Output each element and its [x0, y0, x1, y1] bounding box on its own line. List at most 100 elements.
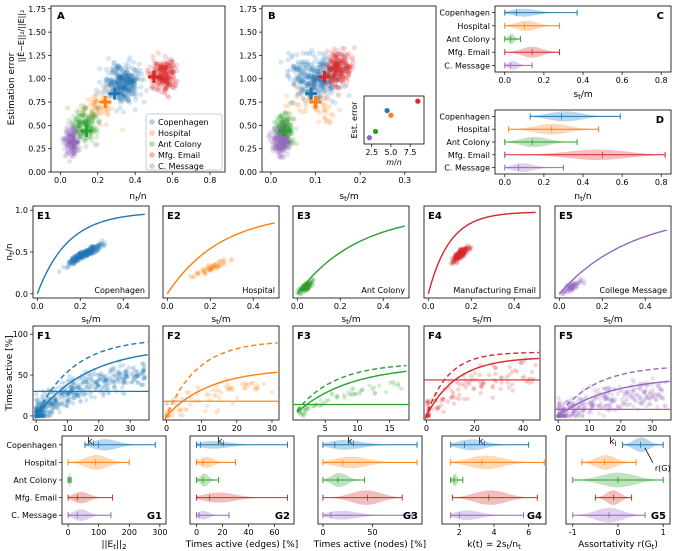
panel-f5-point — [655, 404, 660, 410]
panel-f2-point — [209, 388, 215, 393]
panel-a-point — [99, 95, 105, 101]
panel-a-point — [75, 123, 81, 129]
panel-a-point — [77, 123, 83, 129]
panel-a-point — [80, 138, 87, 144]
panel-b-point — [274, 118, 281, 124]
panel-a-point — [128, 80, 134, 86]
panel-f1-point — [34, 391, 39, 397]
panel-a-point — [129, 78, 135, 85]
panel-a-point — [162, 53, 168, 59]
panel-f2-xtick-label: 0 — [164, 424, 169, 433]
panel-g4: 2 4 6 G4 k(t) = 2st/nt — [441, 435, 547, 551]
panel-a-point — [67, 158, 73, 164]
panel-a-point — [117, 75, 123, 81]
panel-d-row-label: Ant Colony — [446, 138, 490, 147]
panel-a-point — [125, 97, 131, 103]
panel-a-point — [113, 68, 119, 74]
panel-a-point — [121, 93, 128, 100]
panel-b-point — [304, 50, 310, 57]
panel-c-row-label: Hospital — [457, 22, 490, 31]
panel-a-point — [156, 84, 162, 90]
panel-a-point — [126, 58, 132, 64]
panel-a-point — [103, 66, 110, 73]
panel-a-point — [126, 75, 133, 81]
panel-f4-point — [426, 400, 431, 406]
panel-a-point — [74, 130, 80, 136]
panel-a-point — [119, 74, 125, 81]
panel-a-point — [161, 67, 167, 73]
panel-a-point — [120, 89, 126, 96]
panel-e3-xtick-label: 0.4 — [377, 302, 390, 311]
panel-b-point — [294, 51, 300, 58]
panel-e1-caption: Copenhagen — [94, 286, 145, 295]
panel-a-point — [131, 89, 137, 95]
panel-a-point — [118, 85, 125, 91]
panel-a-point — [69, 121, 75, 127]
panel-a-point — [114, 65, 121, 71]
panel-a-point — [172, 65, 178, 71]
panel-a-point — [120, 75, 126, 81]
panel-b-point — [296, 77, 302, 83]
panel-e2-point — [209, 266, 214, 271]
panel-a-point — [92, 128, 98, 134]
panel-b-point — [285, 115, 292, 121]
panel-a-point — [162, 65, 168, 71]
panel-a-point — [122, 85, 128, 91]
panel-g1-row-label: Ant Colony — [13, 476, 57, 485]
panel-e5-xtick-label: 0.0 — [553, 302, 566, 311]
panel-a-point — [165, 73, 172, 80]
panel-f2-point — [227, 385, 233, 390]
panel-a-point — [95, 105, 102, 111]
panel-a-point — [125, 87, 132, 93]
panel-a-point — [82, 116, 88, 122]
panel-g1-row-label: Hospital — [24, 458, 57, 467]
panel-c-xtick-label: 0.2 — [538, 76, 551, 85]
panel-a-point — [84, 119, 90, 125]
panel-f2-point — [205, 403, 210, 409]
panel-a-point — [97, 66, 103, 72]
panel-d-xtick-label: 0.0 — [498, 178, 511, 187]
panel-a-point — [106, 77, 113, 83]
panel-a-point — [96, 104, 102, 111]
panel-a-point — [73, 129, 79, 135]
panel-g2: 0 20 40 60 G2 Times active (edges) [%] — [185, 435, 298, 550]
panel-a-point — [158, 63, 164, 69]
panel-f5-point — [648, 390, 653, 396]
panel-a-point — [126, 63, 132, 69]
panel-b-xtick-label: 0.3 — [398, 176, 411, 185]
panel-a-point — [116, 75, 122, 81]
panel-a-point — [160, 77, 166, 84]
panel-b-xtick-label: 0.2 — [354, 176, 367, 185]
panel-e1-xtick-label: 0.2 — [74, 302, 87, 311]
panel-d-row-label: Mfg. Email — [448, 151, 490, 160]
panel-a-point — [129, 78, 135, 84]
panel-b-xtick-label: 0.0 — [265, 176, 278, 185]
panel-a-point — [162, 69, 168, 76]
panel-a-point — [117, 75, 123, 81]
panel-f-ylabel: Times active [%] — [5, 335, 15, 411]
panel-a-point — [118, 97, 124, 103]
panel-a-point — [170, 74, 176, 80]
panel-a-point — [114, 80, 120, 86]
panel-e5-xtick-label: 0.2 — [596, 302, 609, 311]
panel-e5-letter: E5 — [559, 211, 573, 222]
panel-a-point — [89, 113, 95, 119]
panel-a-point — [105, 112, 111, 118]
panel-b-point — [346, 73, 352, 79]
panel-f5-point — [631, 379, 637, 385]
panel-a-point — [125, 98, 131, 104]
panel-f5-point — [604, 396, 610, 401]
panel-a-point — [122, 84, 128, 90]
panel-f4-point — [486, 372, 492, 378]
panel-f3-point — [350, 392, 355, 398]
panel-a-point — [81, 102, 87, 109]
panel-f1-point — [65, 393, 70, 399]
panel-f4-xtick-label: 0 — [424, 424, 429, 433]
panel-f2-point — [230, 401, 235, 406]
panel-a-point — [96, 119, 102, 125]
panel-f5-point — [590, 404, 595, 409]
panel-f1-point — [120, 385, 125, 390]
panel-f5-point — [635, 385, 640, 391]
panel-e4-xtick-label: 0.2 — [465, 302, 478, 311]
panel-f1-point — [96, 372, 102, 377]
